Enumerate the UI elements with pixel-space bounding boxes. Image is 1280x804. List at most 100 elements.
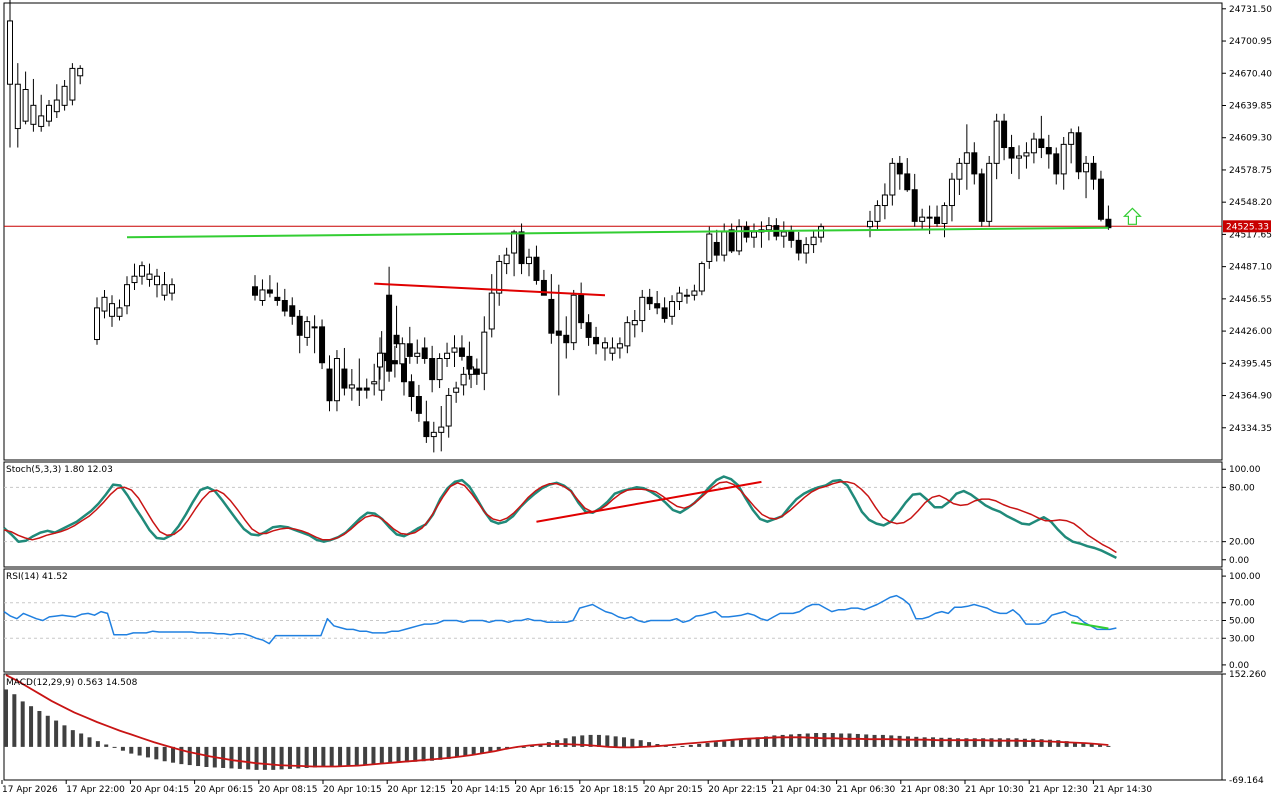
macd-histogram-bar (287, 746, 292, 769)
macd-histogram-bar (446, 746, 451, 759)
candle (624, 322, 631, 347)
candle (948, 178, 955, 207)
price-axis-label: 24731.50 (1229, 5, 1272, 15)
candle (1075, 132, 1082, 173)
candle (683, 294, 690, 297)
macd-histogram-bar (680, 745, 685, 747)
candle (430, 431, 437, 438)
candle (445, 394, 452, 427)
macd-histogram-bar (947, 737, 952, 747)
macd-histogram-bar (780, 734, 785, 747)
macd-histogram-bar (237, 746, 242, 769)
macd-histogram-bar (705, 743, 710, 747)
candle (904, 173, 911, 191)
macd-histogram-bar (154, 746, 159, 760)
macd-histogram-bar (897, 735, 902, 747)
macd-histogram-bar (538, 744, 543, 747)
macd-histogram-bar (1056, 740, 1061, 747)
macd-histogram-bar (630, 738, 635, 747)
candle (356, 387, 363, 391)
price-trendline (126, 226, 1109, 239)
candle (548, 298, 555, 334)
price-axis-label: 24456.55 (1229, 295, 1272, 305)
macd-histogram-bar (396, 746, 401, 763)
candle (1016, 155, 1022, 159)
macd-histogram-bar (162, 746, 167, 762)
macd-histogram-bar (864, 734, 869, 747)
price-axis-label: 24334.35 (1229, 424, 1272, 434)
candle (348, 384, 355, 389)
macd-histogram-bar (488, 746, 493, 752)
macd-histogram-bar (1047, 739, 1052, 747)
price-axis-label: 24609.30 (1229, 134, 1272, 144)
macd-pane-frame (3, 673, 1223, 781)
candle (423, 421, 430, 438)
time-axis-label: 20 Apr 22:15 (708, 785, 767, 795)
macd-histogram-bar (997, 738, 1002, 747)
candle (319, 326, 326, 364)
macd-histogram-bar (204, 746, 209, 767)
candle (788, 231, 795, 241)
candle (698, 263, 705, 292)
candle (38, 115, 45, 127)
candle (139, 265, 145, 277)
macd-histogram-bar (789, 734, 794, 747)
candle (934, 216, 941, 224)
rsi-axis-label: 100.00 (1229, 572, 1261, 582)
macd-histogram-bar (179, 746, 184, 765)
macd-histogram-bar (814, 733, 819, 747)
macd-histogram-bar (70, 730, 75, 747)
candle (1008, 147, 1015, 159)
candle (963, 152, 970, 164)
macd-histogram-bar (254, 746, 259, 770)
price-axis-label: 24395.45 (1229, 359, 1272, 369)
macd-histogram-bar (271, 746, 276, 770)
current-price-label: 24525.33 (1226, 222, 1269, 232)
candle (646, 296, 653, 305)
macd-histogram-bar (304, 746, 309, 768)
macd-histogram-bar (797, 733, 802, 747)
candle (919, 216, 926, 222)
candle (281, 299, 288, 312)
candle (540, 279, 547, 296)
time-axis-label: 21 Apr 10:30 (965, 785, 1024, 795)
macd-histogram-bar (229, 746, 234, 769)
candle (421, 347, 428, 360)
up-arrow-icon (1122, 207, 1142, 225)
current-price-label-bg (1223, 220, 1271, 233)
macd-histogram-bar (722, 741, 727, 747)
candle (578, 294, 585, 324)
macd-histogram-bar (137, 746, 142, 756)
candle (728, 229, 735, 252)
candle (881, 194, 888, 207)
candle (109, 303, 115, 317)
candle (259, 289, 266, 301)
candle (533, 256, 540, 281)
stoch-axis-label: 80.00 (1229, 483, 1255, 493)
macd-histogram-bar (588, 734, 593, 747)
macd-histogram-bar (413, 746, 418, 762)
candle (101, 296, 108, 312)
macd-histogram-bar (371, 746, 376, 765)
macd-histogram-bar (580, 735, 585, 747)
rsi-axis-label: 70.00 (1229, 599, 1255, 609)
macd-histogram-bar (187, 746, 192, 766)
macd-signal-line (5, 674, 1109, 768)
candle (61, 85, 68, 106)
candle (311, 326, 318, 329)
candle (377, 352, 383, 368)
candle (46, 104, 52, 122)
macd-histogram-bar (321, 746, 326, 767)
macd-histogram-bar (1081, 743, 1086, 747)
candle (795, 239, 802, 254)
candle (941, 205, 948, 224)
macd-histogram-bar (839, 733, 844, 747)
macd-histogram-bar (622, 737, 627, 747)
candle (956, 162, 963, 180)
candle (488, 292, 495, 330)
macd-histogram-bar (120, 746, 125, 751)
candle (53, 99, 60, 113)
macd-histogram-bar (1098, 744, 1103, 747)
